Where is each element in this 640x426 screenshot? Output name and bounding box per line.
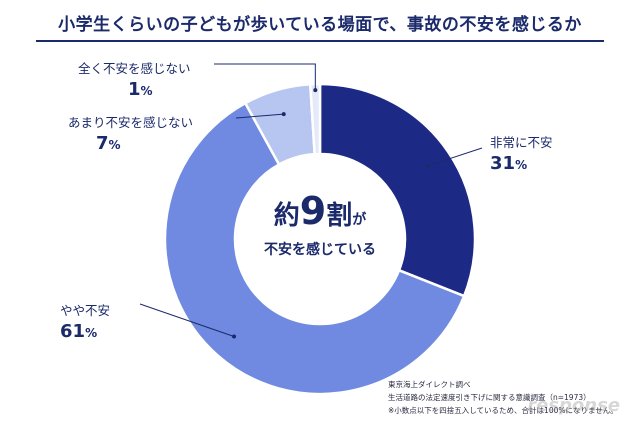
category-label: やや不安	[60, 303, 111, 318]
category-label: 全く不安を感じない	[78, 61, 191, 76]
leader-dot	[232, 334, 237, 339]
leader-line	[427, 147, 483, 167]
source-line-2: 生活道路の法定速度引き下げに関する意識調査（n=1973）	[388, 393, 591, 402]
leader-dot	[313, 88, 318, 93]
chart-title: 小学生くらいの子どもが歩いている場面で、事故の不安を感じるか	[58, 15, 582, 35]
label-not-anxious-at-all: 全く不安を感じない 1%	[78, 58, 191, 100]
value-label: 1%	[128, 79, 153, 100]
leader-dot	[425, 163, 430, 168]
slice-very-anxious	[318, 82, 477, 298]
source-note: 東京海上ダイレクト調べ 生活道路の法定速度引き下げに関する意識調査（n=1973…	[388, 378, 618, 417]
center-suffix: 割	[326, 201, 353, 231]
center-summary: 約9割が 不安を感じている	[240, 192, 400, 259]
label-somewhat-anxious: やや不安 61%	[60, 300, 110, 342]
source-line-1: 東京海上ダイレクト調べ	[388, 380, 471, 389]
title-underline	[36, 40, 604, 42]
center-particle: が	[352, 212, 367, 228]
leader-dot	[281, 112, 286, 117]
center-subline: 不安を感じている	[264, 242, 376, 258]
label-very-anxious: 非常に不安 31%	[490, 132, 553, 174]
category-label: あまり不安を感じない	[68, 115, 194, 130]
center-prefix: 約	[273, 201, 300, 231]
center-number: 9	[299, 189, 327, 233]
value-label: 61%	[60, 321, 98, 342]
watermark-logo: response	[527, 395, 620, 416]
value-label: 7%	[96, 133, 121, 154]
slice-somewhat-anxious	[163, 101, 466, 396]
leader-line	[235, 113, 284, 119]
slice-not-anxious-at-all	[308, 82, 322, 156]
leader-line	[139, 303, 235, 337]
label-not-very-anxious: あまり不安を感じない 7%	[68, 112, 193, 154]
source-line-3: ※小数点以下を四捨五入しているため、合計は100%になりません。	[388, 406, 618, 415]
value-label: 31%	[490, 153, 528, 174]
category-label: 非常に不安	[490, 135, 553, 150]
leader-line	[214, 63, 316, 91]
center-headline: 約9割が	[240, 192, 400, 235]
